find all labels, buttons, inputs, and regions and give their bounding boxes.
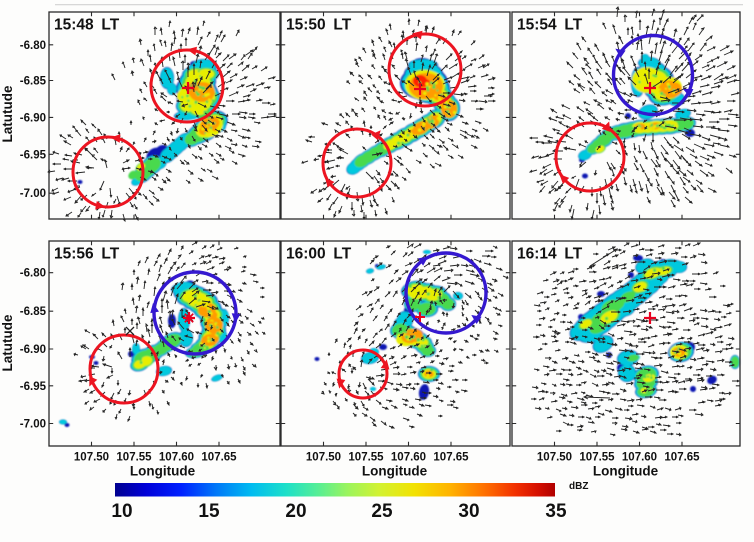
svg-text:Latutude: Latutude xyxy=(0,314,15,371)
svg-text:107.55: 107.55 xyxy=(579,452,615,464)
svg-text:107.55: 107.55 xyxy=(348,452,384,464)
svg-text:107.60: 107.60 xyxy=(159,452,194,464)
svg-text:Longitude: Longitude xyxy=(130,464,196,479)
svg-text:107.65: 107.65 xyxy=(201,452,237,464)
svg-text:107.60: 107.60 xyxy=(622,452,657,464)
svg-text:-7.00: -7.00 xyxy=(20,188,46,200)
svg-text:35: 35 xyxy=(545,501,567,522)
svg-text:30: 30 xyxy=(458,501,479,522)
svg-text:107.65: 107.65 xyxy=(664,452,700,464)
svg-text:Latutude: Latutude xyxy=(0,85,15,142)
svg-text:15:48 LT: 15:48 LT xyxy=(54,17,120,34)
svg-text:107.55: 107.55 xyxy=(116,452,152,464)
svg-text:-6.95: -6.95 xyxy=(20,149,47,161)
svg-text:-6.90: -6.90 xyxy=(20,344,46,356)
svg-text:dBZ: dBZ xyxy=(569,481,588,492)
svg-text:107.50: 107.50 xyxy=(306,452,341,464)
svg-text:-6.80: -6.80 xyxy=(20,268,46,280)
svg-text:-6.85: -6.85 xyxy=(20,306,47,318)
svg-text:15:56 LT: 15:56 LT xyxy=(54,246,120,263)
svg-text:16:00 LT: 16:00 LT xyxy=(286,246,352,263)
svg-text:107.50: 107.50 xyxy=(537,452,572,464)
svg-text:-6.85: -6.85 xyxy=(20,76,47,88)
svg-text:-6.80: -6.80 xyxy=(20,40,46,52)
svg-text:107.60: 107.60 xyxy=(391,452,426,464)
svg-text:Longitude: Longitude xyxy=(362,464,428,479)
svg-text:Longitude: Longitude xyxy=(593,464,659,479)
svg-text:15: 15 xyxy=(198,501,220,522)
svg-text:20: 20 xyxy=(285,501,306,522)
svg-text:107.50: 107.50 xyxy=(74,452,109,464)
svg-text:-6.90: -6.90 xyxy=(20,112,46,124)
svg-text:107.65: 107.65 xyxy=(433,452,469,464)
svg-text:15:50 LT: 15:50 LT xyxy=(286,17,352,34)
svg-text:10: 10 xyxy=(111,501,132,522)
svg-text:-6.95: -6.95 xyxy=(20,381,47,393)
svg-text:-7.00: -7.00 xyxy=(20,419,46,431)
svg-text:25: 25 xyxy=(371,501,393,522)
svg-text:16:14 LT: 16:14 LT xyxy=(517,246,583,263)
svg-text:15:54 LT: 15:54 LT xyxy=(517,17,583,34)
